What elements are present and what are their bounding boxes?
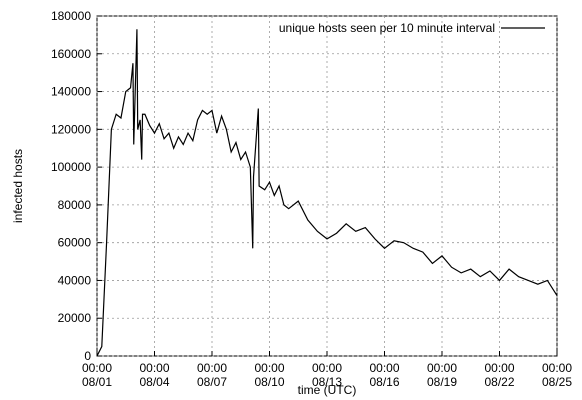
x-tick-label: 00:00 08/10 <box>254 361 284 389</box>
x-tick-label-line: 08/25 <box>542 375 572 389</box>
x-tick-label-line: 00:00 <box>484 361 514 375</box>
x-tick-label-line: 08/16 <box>369 375 399 389</box>
data-line <box>96 29 558 357</box>
y-tick-label: 120000 <box>51 122 91 136</box>
x-tick-label: 00:00 08/22 <box>484 361 514 389</box>
x-axis-label: time (UTC) <box>298 383 357 397</box>
x-tick-label-line: 00:00 <box>369 361 399 375</box>
x-tick-label-line: 08/10 <box>254 375 284 389</box>
y-tick-label: 60000 <box>58 236 92 250</box>
y-tick-label: 140000 <box>51 85 91 99</box>
x-tick-label-line: 08/13 <box>312 375 342 389</box>
x-tick-label-line: 00:00 <box>542 361 572 375</box>
x-tick-label-line: 00:00 <box>139 361 169 375</box>
x-tick-label: 00:00 08/16 <box>369 361 399 389</box>
y-tick-label: 40000 <box>58 273 92 287</box>
x-tick-label: 00:00 08/07 <box>197 361 227 389</box>
x-tick-label: 00:00 08/25 <box>542 361 572 389</box>
legend-label: unique hosts seen per 10 minute interval <box>279 21 495 35</box>
x-tick-label-line: 08/19 <box>427 375 457 389</box>
x-tick-label-line: 08/04 <box>139 375 169 389</box>
x-tick-label-line: 08/07 <box>197 375 227 389</box>
x-tick-label-line: 00:00 <box>82 361 112 375</box>
y-tick-label: 180000 <box>51 9 91 23</box>
x-tick-label: 00:00 08/19 <box>427 361 457 389</box>
y-tick-label: 160000 <box>51 47 91 61</box>
y-tick-label: 0 <box>84 349 91 363</box>
y-tick-label: 20000 <box>58 311 92 325</box>
x-tick-label: 00:00 08/04 <box>139 361 169 389</box>
y-tick-label: 100000 <box>51 160 91 174</box>
x-tick-label: 00:00 08/01 <box>82 361 112 389</box>
x-tick-label-line: 00:00 <box>254 361 284 375</box>
x-tick-label: 00:00 08/13 <box>312 361 342 389</box>
y-axis-label: infected hosts <box>11 149 25 223</box>
x-tick-label-line: 08/22 <box>484 375 514 389</box>
x-tick-label-line: 00:00 <box>427 361 457 375</box>
y-tick-label: 80000 <box>58 198 92 212</box>
x-tick-label-line: 08/01 <box>82 375 112 389</box>
x-tick-label-line: 00:00 <box>312 361 342 375</box>
x-tick-label-line: 00:00 <box>197 361 227 375</box>
